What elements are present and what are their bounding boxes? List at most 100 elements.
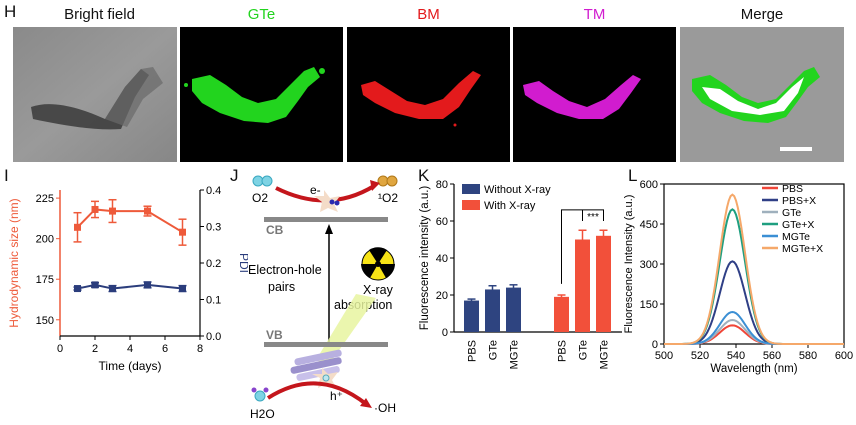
panel-label-j: J xyxy=(230,166,239,185)
i-ytick-label: 225 xyxy=(36,193,54,205)
l-ytick-label: 450 xyxy=(640,219,658,231)
k-bar xyxy=(554,296,569,332)
xray-beam xyxy=(316,294,376,366)
label-xray: X-ray xyxy=(363,283,394,297)
i-xtick-label: 8 xyxy=(197,343,203,355)
l-legend-label: GTe xyxy=(782,207,801,219)
merge-image xyxy=(680,27,844,162)
conduction-band xyxy=(264,217,388,222)
schematic-j: O2 ¹O2 e- CB Electron-hole pairs X-ray a… xyxy=(248,175,398,421)
k-xtick-label: MGTe xyxy=(509,340,521,369)
k-legend-swatch xyxy=(462,200,480,210)
label-vb: VB xyxy=(266,328,283,342)
chart-l: 0 150 300 450 600 500 520 540 560 580 600 Wavelengt… xyxy=(623,179,853,375)
k-ytick-label: 40 xyxy=(436,253,448,265)
k-ytick-label: 20 xyxy=(436,290,448,302)
l-xtick-label: 580 xyxy=(799,350,817,362)
label-h-plus: h⁺ xyxy=(330,389,343,403)
label-oh: ·OH xyxy=(374,401,396,415)
i-xlabel: Time (days) xyxy=(99,359,162,373)
l-xtick-label: 520 xyxy=(691,350,709,362)
i-point xyxy=(144,207,151,215)
i-point xyxy=(74,285,81,293)
title-merge: Merge xyxy=(740,6,784,23)
k-xtick-label: PBS xyxy=(557,340,569,362)
title-gte: GTe xyxy=(247,6,276,23)
k-xtick-label: MGTe xyxy=(599,340,611,369)
k-bar xyxy=(485,289,500,332)
l-legend-label: MGTe+X xyxy=(782,243,823,255)
gte-fluorescence-image xyxy=(180,27,343,162)
l-legend-label: PBS xyxy=(782,183,803,195)
i-y2tick-label: 0.3 xyxy=(206,222,221,234)
i-xtick-label: 4 xyxy=(127,343,133,355)
l-xtick-label: 500 xyxy=(655,350,673,362)
chart-i: 150 175 200 225 0.0 0.1 0.2 0.3 0.4 0 2 4 6 8 Time (da… xyxy=(7,185,248,373)
title-tm: TM xyxy=(583,6,606,23)
i-y2tick-label: 0.4 xyxy=(206,185,221,197)
panel-label-h: H xyxy=(4,2,17,21)
panel-label-l: L xyxy=(628,166,638,185)
h2o-molecule-icon xyxy=(254,390,266,402)
i-y2tick-label: 0.2 xyxy=(206,258,221,270)
i-ytick-label: 200 xyxy=(36,234,54,246)
scale-bar xyxy=(780,147,812,151)
i-xtick-label: 2 xyxy=(92,343,98,355)
label-electron-hole: Electron-hole xyxy=(248,263,322,277)
i-point xyxy=(109,285,116,293)
k-ytick-label: 0 xyxy=(442,327,448,339)
l-xlabel: Wavelength (nm) xyxy=(710,363,797,375)
l-legend-label: PBS+X xyxy=(782,195,816,207)
k-bar xyxy=(464,300,479,332)
label-h2o: H2O xyxy=(250,407,275,421)
k-ytick-label: 80 xyxy=(436,179,448,191)
l-series-line-1 xyxy=(663,260,844,345)
k-legend-swatch xyxy=(462,184,480,194)
panel-label-k: K xyxy=(418,166,430,185)
l-series-line-0 xyxy=(664,324,844,345)
valence-band xyxy=(264,342,388,347)
i-point xyxy=(91,281,99,289)
bright-field-image xyxy=(13,27,177,162)
l-ylabel: Fluorescence Intensity (a.u.) xyxy=(623,195,635,334)
i-point xyxy=(74,223,81,231)
l-legend-label: GTe+X xyxy=(782,219,814,231)
nanoparticle-icon xyxy=(290,349,342,381)
i-xtick-label: 0 xyxy=(57,343,63,355)
label-o2: O2 xyxy=(252,191,268,205)
l-xtick-label: 540 xyxy=(727,350,745,362)
k-legend-label: Without X-ray xyxy=(484,184,551,196)
l-plot-frame xyxy=(663,183,845,345)
k-bar xyxy=(506,287,521,332)
l-xtick-label: 560 xyxy=(763,350,781,362)
i-ytick-label: 175 xyxy=(36,274,54,286)
bm-fluorescence-image xyxy=(347,27,510,162)
l-ytick-label: 600 xyxy=(640,179,658,191)
k-bar xyxy=(575,239,590,332)
i-point xyxy=(109,207,116,215)
title-bm: BM xyxy=(417,6,440,23)
k-ytick-label: 60 xyxy=(436,216,448,228)
k-xtick-label: GTe xyxy=(488,340,500,360)
k-significance-label: *** xyxy=(587,212,599,223)
i-point xyxy=(144,281,151,289)
k-legend-label: With X-ray xyxy=(484,200,536,212)
k-xtick-label: GTe xyxy=(578,340,590,360)
i-y2tick-label: 0.1 xyxy=(206,295,221,307)
label-singlet-o2: ¹O2 xyxy=(378,191,398,205)
label-pairs: pairs xyxy=(268,280,295,294)
i-xtick-label: 6 xyxy=(162,343,168,355)
k-ylabel: Fluorescence intensity (a.u.) xyxy=(419,186,431,331)
panel-label-i: I xyxy=(4,166,9,185)
k-bar xyxy=(596,235,611,332)
l-ytick-label: 0 xyxy=(652,339,658,351)
l-ytick-label: 300 xyxy=(640,259,658,271)
label-cb: CB xyxy=(266,223,284,237)
k-xtick-label: PBS xyxy=(467,340,479,362)
l-xtick-label: 600 xyxy=(835,350,853,362)
k-significance-bracket xyxy=(561,209,604,284)
l-ytick-label: 150 xyxy=(640,299,658,311)
i-y2tick-label: 0.0 xyxy=(206,331,221,343)
chart-k: 0 20 40 60 80 Fluorescence intensity (a.u.) PB… xyxy=(419,179,622,369)
l-legend-label: MGTe xyxy=(782,231,810,243)
